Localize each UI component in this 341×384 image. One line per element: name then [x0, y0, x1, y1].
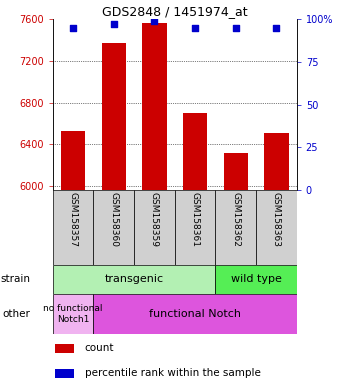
Bar	[264, 133, 288, 190]
Text: GSM158359: GSM158359	[150, 192, 159, 247]
Bar	[61, 131, 85, 190]
Bar	[224, 152, 248, 190]
Text: GSM158362: GSM158362	[231, 192, 240, 247]
Text: no functional
Notch1: no functional Notch1	[43, 304, 103, 324]
Text: transgenic: transgenic	[105, 274, 164, 285]
Text: wild type: wild type	[231, 274, 281, 285]
Bar	[142, 23, 167, 190]
Bar	[53, 294, 93, 334]
Bar	[183, 113, 207, 190]
Point	[273, 25, 279, 31]
Point	[71, 25, 76, 31]
Text: count: count	[85, 343, 114, 353]
Text: GSM158363: GSM158363	[272, 192, 281, 247]
Bar	[55, 344, 74, 353]
Bar	[55, 369, 74, 378]
Bar	[175, 190, 216, 265]
Bar	[102, 43, 126, 190]
Text: strain: strain	[0, 274, 30, 285]
Bar	[53, 190, 93, 265]
Text: other: other	[3, 309, 30, 319]
Bar	[93, 294, 297, 334]
Point	[111, 21, 117, 27]
Bar	[134, 190, 175, 265]
Point	[233, 25, 238, 31]
Point	[152, 18, 157, 24]
Bar	[53, 265, 216, 294]
Text: GSM158361: GSM158361	[191, 192, 199, 247]
Text: functional Notch: functional Notch	[149, 309, 241, 319]
Bar	[216, 265, 297, 294]
Bar	[93, 190, 134, 265]
Text: GSM158360: GSM158360	[109, 192, 118, 247]
Title: GDS2848 / 1451974_at: GDS2848 / 1451974_at	[102, 5, 248, 18]
Text: GSM158357: GSM158357	[69, 192, 78, 247]
Text: percentile rank within the sample: percentile rank within the sample	[85, 368, 261, 378]
Bar	[216, 190, 256, 265]
Point	[192, 25, 198, 31]
Bar	[256, 190, 297, 265]
